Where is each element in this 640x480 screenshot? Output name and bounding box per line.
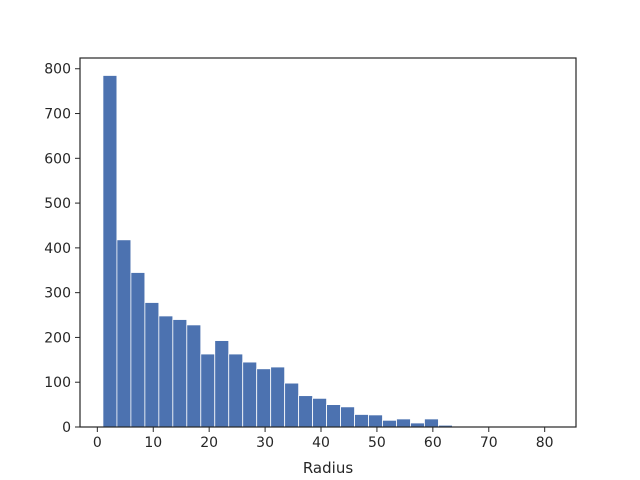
y-tick-label: 0 — [62, 420, 71, 436]
y-tick-label: 800 — [44, 62, 71, 78]
histogram-bar-15 — [312, 397, 328, 428]
histogram-bar-16 — [326, 404, 341, 428]
histogram-bar-7 — [200, 353, 216, 428]
histogram-bar-6 — [186, 324, 202, 428]
plot-frame — [79, 57, 577, 428]
x-tick-label: 20 — [200, 435, 218, 451]
y-axis-ticks: 0 100 200 300 400 500 600 700 800 — [44, 62, 80, 436]
y-tick-label: 400 — [44, 241, 71, 257]
y-tick-label: 200 — [44, 330, 71, 346]
histogram-bar-14 — [298, 395, 314, 428]
histogram-bar-0 — [102, 75, 118, 428]
x-tick-label: 40 — [312, 435, 330, 451]
histogram-bar-21 — [396, 418, 411, 428]
x-tick-label: 80 — [536, 435, 554, 451]
histogram-bar-12 — [270, 366, 286, 428]
histogram-bar-5 — [172, 319, 188, 428]
histogram-bar-8 — [214, 340, 230, 428]
histogram-bar-18 — [354, 414, 369, 428]
histogram-bar-1 — [116, 239, 132, 428]
x-tick-label: 10 — [144, 435, 162, 451]
histogram-bar-11 — [256, 368, 272, 428]
x-tick-label: 60 — [424, 435, 442, 451]
histogram-bar-2 — [130, 272, 146, 428]
bars-group — [102, 75, 565, 428]
histogram-bar-3 — [144, 302, 160, 428]
x-tick-label: 70 — [480, 435, 498, 451]
x-axis-label: Radius — [303, 459, 353, 477]
histogram-bar-22 — [410, 422, 425, 428]
histogram-bar-20 — [382, 419, 397, 428]
x-tick-label: 50 — [368, 435, 386, 451]
y-tick-label: 500 — [44, 196, 71, 212]
histogram-bar-10 — [242, 361, 258, 428]
y-tick-label: 300 — [44, 286, 71, 302]
histogram-bar-13 — [284, 382, 300, 428]
y-tick-label: 600 — [44, 151, 71, 167]
histogram-bar-17 — [340, 406, 355, 428]
histogram-bar-19 — [368, 414, 383, 428]
y-tick-label: 700 — [44, 107, 71, 123]
x-tick-label: 30 — [256, 435, 274, 451]
histogram-bar-9 — [228, 353, 244, 428]
x-tick-label: 0 — [93, 435, 102, 451]
x-axis-ticks: 0 10 20 30 40 50 60 70 80 — [93, 427, 554, 451]
histogram-bar-23 — [424, 418, 439, 428]
y-tick-label: 100 — [44, 375, 71, 391]
histogram-bar-4 — [158, 315, 174, 428]
